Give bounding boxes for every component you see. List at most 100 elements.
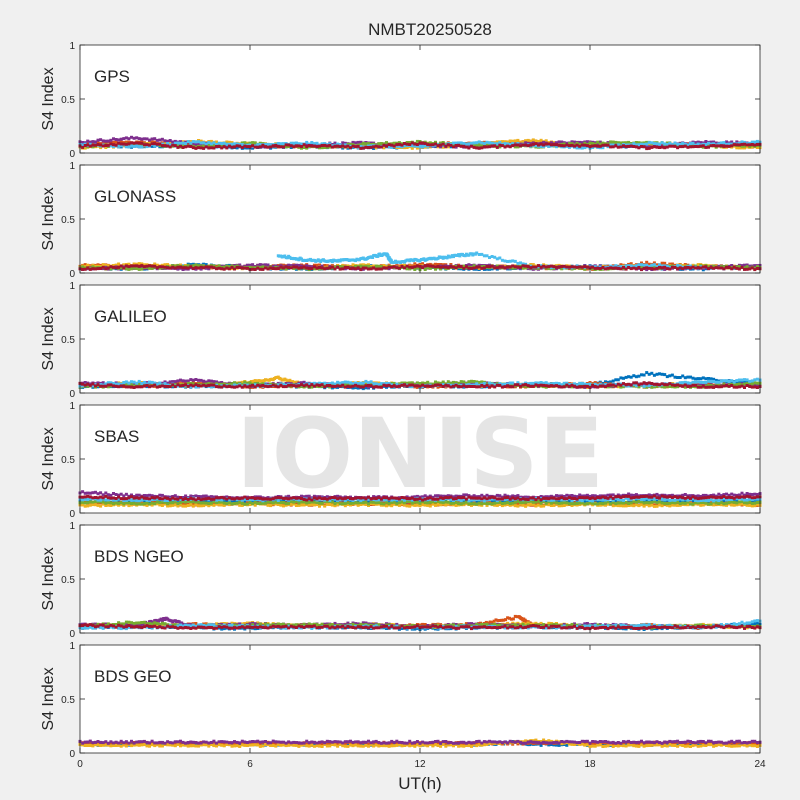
data-point xyxy=(101,144,105,148)
data-point xyxy=(508,145,512,149)
data-point xyxy=(289,144,293,148)
data-point xyxy=(379,145,383,149)
data-point xyxy=(457,143,461,147)
data-point xyxy=(652,267,656,271)
data-point xyxy=(248,145,252,149)
data-point xyxy=(343,266,347,269)
data-point xyxy=(681,264,685,267)
data-point xyxy=(622,376,625,380)
data-point xyxy=(470,266,473,270)
data-point xyxy=(140,267,144,271)
data-point xyxy=(493,266,497,270)
data-point xyxy=(269,143,273,147)
data-point xyxy=(658,372,661,376)
data-point xyxy=(593,381,597,385)
data-point xyxy=(627,140,631,144)
data-point xyxy=(197,146,200,150)
data-point xyxy=(364,264,368,268)
data-point xyxy=(235,142,239,146)
data-point xyxy=(181,146,185,149)
data-point xyxy=(511,139,515,143)
data-point xyxy=(318,266,321,269)
data-point xyxy=(436,381,440,385)
data-point xyxy=(428,143,432,147)
data-point xyxy=(426,266,430,270)
data-point xyxy=(184,145,188,149)
data-point xyxy=(415,146,419,150)
data-point xyxy=(390,265,394,269)
data-point xyxy=(748,264,752,268)
data-point xyxy=(220,143,224,147)
data-point xyxy=(163,265,167,269)
data-point xyxy=(194,142,198,146)
data-point xyxy=(477,143,481,147)
data-point xyxy=(207,382,211,386)
data-point xyxy=(660,372,664,376)
data-point xyxy=(609,140,613,144)
data-point xyxy=(274,144,278,147)
data-point xyxy=(434,380,437,384)
data-point xyxy=(251,267,255,271)
y-tick-label: 1 xyxy=(69,161,75,172)
data-point xyxy=(112,140,115,144)
data-point xyxy=(601,266,605,269)
data-point xyxy=(500,140,504,144)
data-point xyxy=(701,144,705,148)
data-point xyxy=(282,142,285,146)
data-point xyxy=(168,145,172,149)
data-point xyxy=(655,263,659,267)
data-point xyxy=(601,141,605,145)
data-point xyxy=(137,137,141,141)
data-point xyxy=(328,266,332,270)
data-point xyxy=(312,263,316,267)
data-point xyxy=(513,145,517,149)
data-point xyxy=(660,261,664,265)
data-point xyxy=(148,266,151,270)
data-point xyxy=(367,142,370,146)
data-point xyxy=(511,259,515,263)
data-point xyxy=(580,141,584,145)
data-point xyxy=(622,266,625,269)
data-point xyxy=(274,267,278,271)
data-point xyxy=(415,381,419,385)
data-point xyxy=(168,380,172,384)
data-point xyxy=(179,144,182,148)
data-point xyxy=(217,381,221,385)
data-point xyxy=(88,267,92,271)
data-point xyxy=(408,267,412,271)
data-point xyxy=(408,141,412,144)
data-point xyxy=(336,144,340,148)
data-point xyxy=(408,143,412,146)
data-point xyxy=(367,146,370,149)
data-point xyxy=(207,265,211,269)
data-point xyxy=(434,265,437,269)
data-point xyxy=(240,380,244,384)
data-point xyxy=(207,379,211,383)
data-point xyxy=(506,265,510,269)
data-point xyxy=(557,265,561,269)
data-point xyxy=(593,144,597,148)
data-point xyxy=(215,145,218,148)
data-point xyxy=(640,261,643,265)
data-point xyxy=(743,144,746,148)
data-point xyxy=(696,140,700,144)
data-point xyxy=(467,380,471,384)
data-point xyxy=(737,267,741,271)
data-point xyxy=(312,267,316,271)
data-point xyxy=(712,140,716,144)
data-point xyxy=(336,265,340,269)
data-point xyxy=(225,146,229,150)
data-point xyxy=(181,266,185,270)
data-point xyxy=(573,140,576,144)
data-point xyxy=(137,145,141,149)
data-point xyxy=(338,267,342,271)
data-point xyxy=(428,141,432,145)
data-point xyxy=(405,141,409,144)
data-point xyxy=(480,265,484,269)
data-point xyxy=(137,141,141,145)
data-point xyxy=(503,145,507,149)
data-point xyxy=(537,264,540,268)
data-point xyxy=(248,143,252,147)
data-point xyxy=(616,385,620,389)
data-point xyxy=(423,268,427,271)
